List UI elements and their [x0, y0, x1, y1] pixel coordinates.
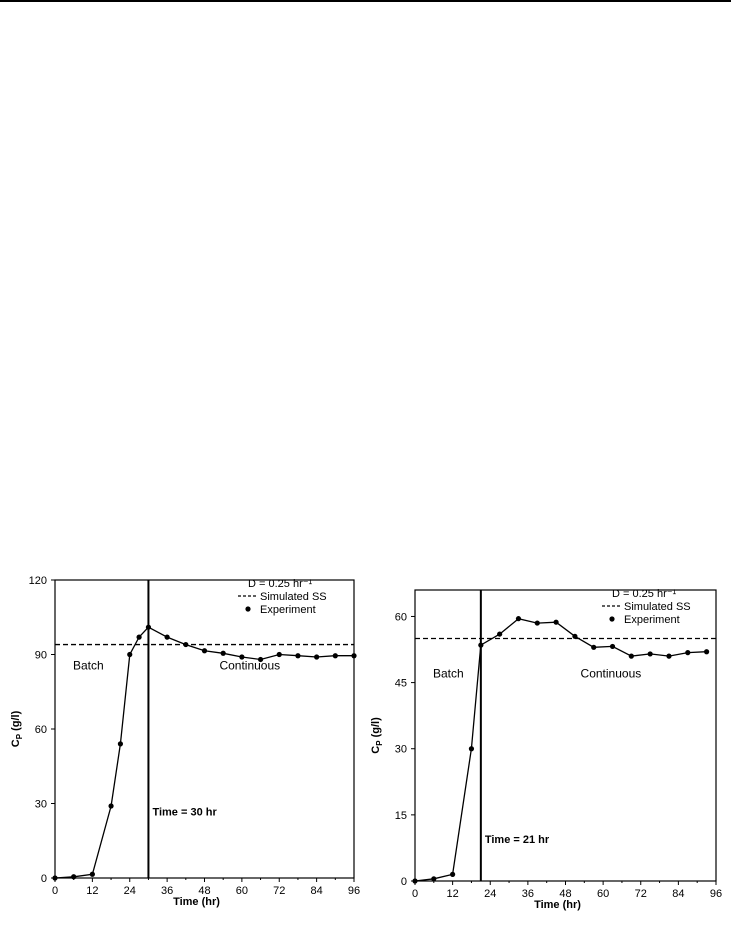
right-legend-simulated-ss: Simulated SS	[624, 601, 691, 613]
chart-left: 0 12 24 36 48 60 72 84 96 0 30 60 90 120 Time (hr) CP (…	[0, 565, 365, 925]
right-experiment-point	[591, 644, 597, 650]
left-y-tick-label: 120	[29, 575, 47, 587]
left-experiment-point	[127, 651, 133, 658]
left-experiment-point	[52, 875, 58, 881]
right-y-axis-title-unit: (g/l)	[370, 717, 382, 741]
right-experiment-point	[666, 653, 672, 659]
right-experiment-point	[685, 650, 691, 656]
right-experiment-point	[497, 631, 503, 637]
right-x-tick-label: 0	[412, 888, 418, 900]
right-legend-experiment: Experiment	[624, 614, 680, 626]
left-x-tick-label: 72	[273, 885, 285, 897]
left-x-tick-label: 48	[198, 885, 210, 897]
left-experiment-point	[295, 653, 301, 659]
right-x-tick-label: 72	[635, 888, 647, 900]
left-x-tick-label: 96	[348, 885, 360, 897]
left-y-axis-title-unit: (g/l)	[10, 710, 22, 734]
right-experiment-point	[534, 620, 540, 626]
left-experiment-point	[136, 634, 142, 640]
right-y-tick-label: 60	[395, 611, 407, 623]
right-y-tick-label: 30	[395, 744, 407, 756]
chart-right: 0 12 24 36 48 60 72 84 96 0 15 30 45 60 Time (hr) CP (g…	[368, 575, 731, 925]
right-batch-label: Batch	[433, 666, 464, 680]
left-y-tick-label: 30	[35, 799, 47, 811]
right-x-tick-label: 24	[484, 888, 496, 900]
right-x-tick-label: 48	[559, 888, 571, 900]
left-switch-label: Time = 30 hr	[152, 806, 217, 818]
left-x-tick-label: 24	[124, 885, 136, 897]
right-y-axis-title-main: C	[370, 746, 382, 754]
left-y-axis-title: CP (g/l)	[10, 710, 24, 747]
right-experiment-point	[703, 649, 710, 655]
left-y-tick-label: 90	[35, 650, 47, 662]
chart-right-svg: 0 12 24 36 48 60 72 84 96 0 15 30 45 60 Time (hr) CP (g…	[370, 588, 722, 911]
left-batch-label: Batch	[73, 658, 104, 672]
right-y-tick-label: 0	[401, 876, 407, 888]
right-y-tick-label: 15	[395, 810, 407, 822]
left-experiment-point	[332, 653, 338, 659]
right-experiment-point	[515, 616, 522, 622]
left-y-axis-title-sub: P	[15, 733, 24, 739]
right-experiment-point	[572, 633, 578, 639]
left-x-tick-label: 36	[161, 885, 173, 897]
left-legend-experiment: Experiment	[260, 604, 316, 616]
left-legend-simulated-ss: Simulated SS	[260, 591, 327, 603]
right-x-axis-title: Time (hr)	[534, 899, 581, 911]
left-legend-dot-swatch	[245, 606, 251, 612]
left-experiment-point	[351, 653, 357, 659]
left-x-tick-label: 84	[311, 885, 323, 897]
right-experiment-point	[450, 871, 456, 877]
left-experiment-point	[164, 634, 170, 640]
right-series-experiment-line	[414, 617, 707, 882]
left-continuous-label: Continuous	[219, 658, 280, 672]
left-x-tick-label: 60	[236, 885, 248, 897]
left-experiment-point	[239, 654, 245, 660]
right-experiment-point	[412, 878, 418, 884]
right-plot-frame	[414, 589, 717, 882]
left-y-tick-label: 60	[35, 724, 47, 736]
left-legend-title: D = 0.25 hr⁻¹	[248, 578, 313, 590]
left-experiment-point	[89, 871, 95, 877]
right-experiment-point	[431, 876, 437, 882]
left-experiment-point	[108, 803, 114, 809]
left-experiment-point	[201, 648, 208, 654]
right-legend-title: D = 0.25 hr⁻¹	[612, 588, 677, 600]
right-x-tick-label: 60	[597, 888, 609, 900]
right-experiment-point	[647, 651, 653, 657]
right-y-tick-label: 45	[395, 678, 407, 690]
left-experiment-point	[314, 654, 320, 660]
right-y-axis-title: CP (g/l)	[370, 717, 384, 754]
page-header-rule	[0, 0, 731, 2]
right-legend-dot-swatch	[609, 616, 615, 622]
right-y-axis-title-sub: P	[375, 740, 384, 746]
right-experiment-point	[553, 619, 559, 625]
left-experiment-point	[220, 650, 226, 656]
right-experiment-point	[609, 643, 616, 650]
right-experiment-point	[468, 746, 475, 752]
left-plot-frame	[54, 579, 355, 879]
left-experiment-point	[183, 641, 189, 648]
left-y-tick-label: 0	[41, 873, 47, 885]
left-x-axis-title: Time (hr)	[173, 896, 220, 908]
left-experiment-point	[117, 741, 124, 747]
left-y-axis-title-main: C	[10, 739, 22, 747]
right-continuous-label: Continuous	[581, 666, 642, 680]
left-x-tick-label: 0	[52, 885, 58, 897]
right-x-tick-label: 96	[710, 888, 722, 900]
left-experiment-point	[71, 874, 77, 880]
chart-left-svg: 0 12 24 36 48 60 72 84 96 0 30 60 90 120 Time (hr) CP (…	[10, 575, 360, 908]
right-experiment-point	[628, 653, 634, 659]
left-x-tick-label: 12	[86, 885, 98, 897]
left-experiment-point	[276, 651, 282, 658]
right-switch-label: Time = 21 hr	[485, 834, 550, 846]
left-experiment-point	[257, 656, 264, 663]
right-x-tick-label: 84	[672, 888, 684, 900]
right-x-tick-label: 36	[522, 888, 534, 900]
right-x-tick-label: 12	[447, 888, 459, 900]
